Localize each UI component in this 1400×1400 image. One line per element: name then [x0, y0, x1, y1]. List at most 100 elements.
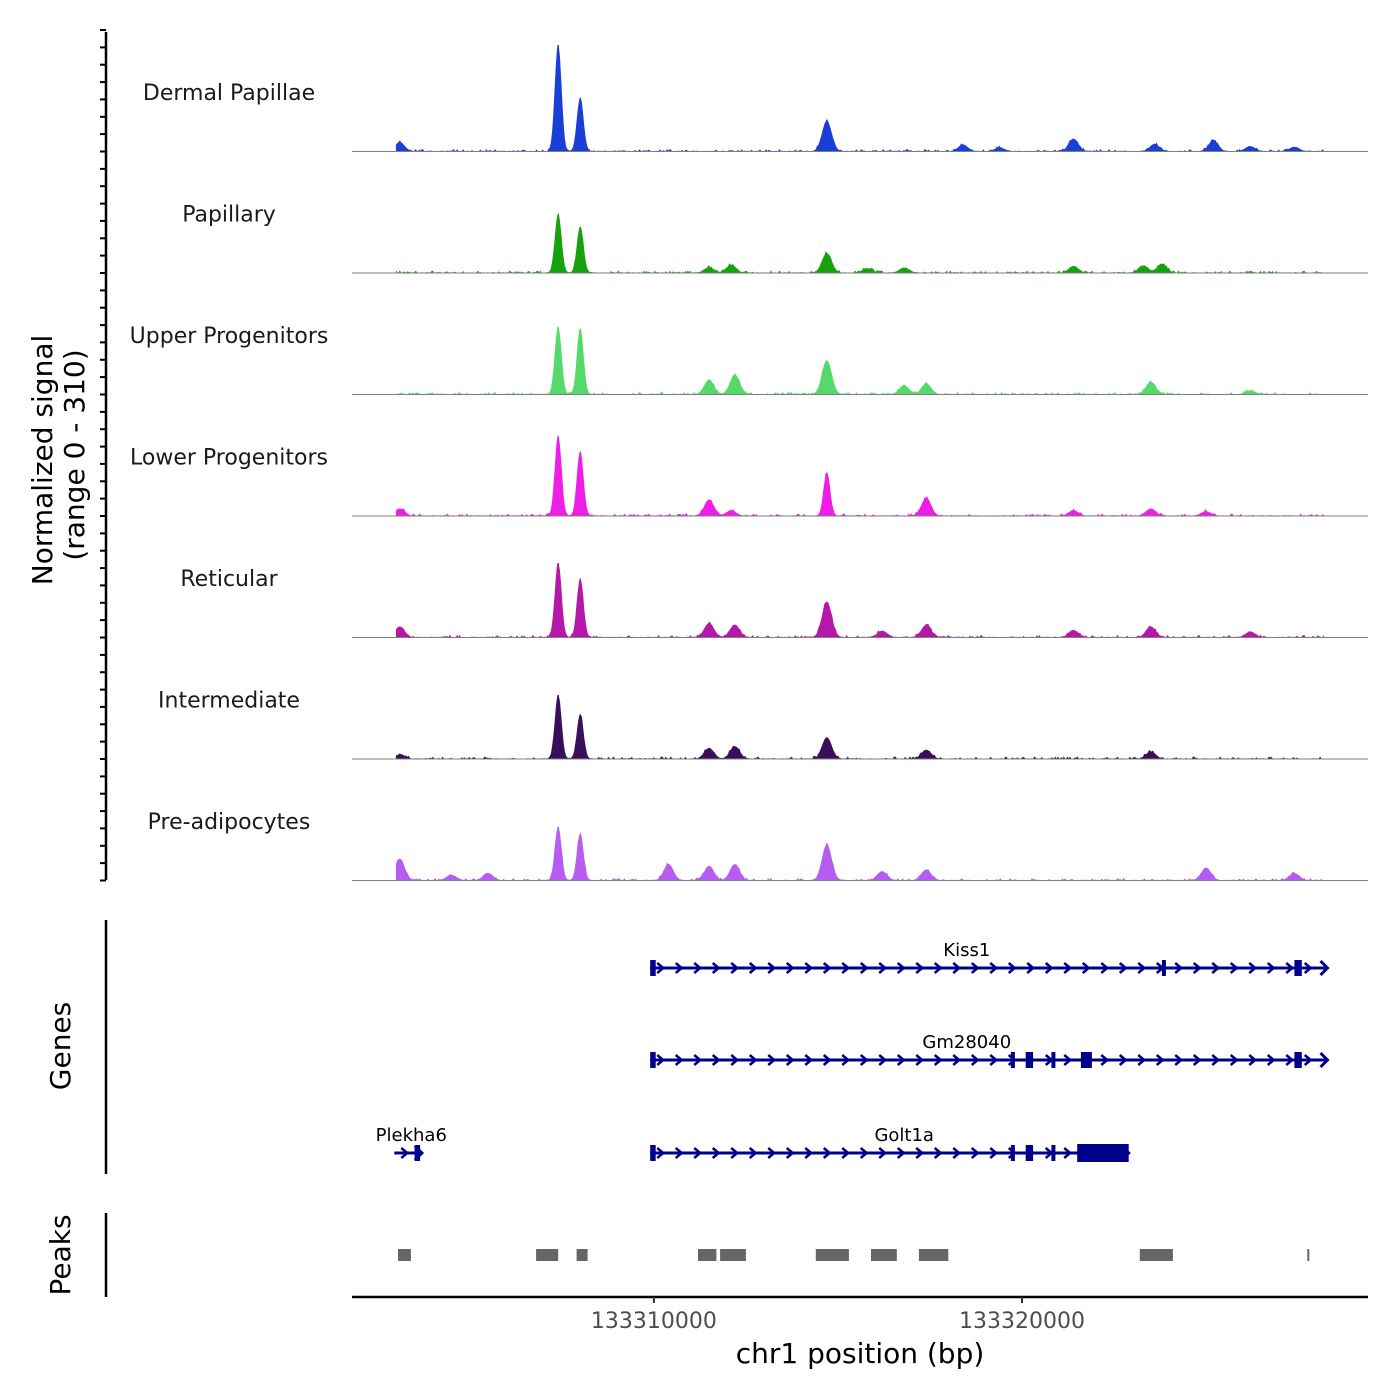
- gene-label: Golt1a: [874, 1125, 934, 1146]
- strand-chevron: [970, 1054, 980, 1066]
- signal-area: [395, 45, 1325, 152]
- strand-chevron: [952, 1147, 962, 1159]
- strand-chevron: [896, 1147, 906, 1159]
- strand-chevron: [400, 1147, 410, 1159]
- strand-chevron: [1081, 962, 1091, 974]
- peak-region: [1139, 1249, 1173, 1261]
- exon: [1010, 1145, 1015, 1161]
- strand-chevron: [1303, 962, 1313, 974]
- strand-arrow: [1319, 1051, 1330, 1069]
- strand-chevron: [859, 1147, 869, 1159]
- strand-chevron: [1100, 962, 1110, 974]
- strand-chevron: [1174, 962, 1184, 974]
- track-label: Reticular: [180, 567, 278, 592]
- strand-chevron: [915, 1054, 925, 1066]
- strand-chevron: [841, 1054, 851, 1066]
- strand-chevron: [1211, 1054, 1221, 1066]
- strand-chevron: [1100, 1054, 1110, 1066]
- strand-chevron: [730, 1054, 740, 1066]
- y-axis-range: (range 0 - 310): [58, 349, 91, 560]
- strand-chevron: [785, 1054, 795, 1066]
- strand-chevron: [822, 962, 832, 974]
- peak-region: [1307, 1249, 1310, 1261]
- peak-region: [698, 1249, 717, 1261]
- strand-chevron: [915, 1147, 925, 1159]
- track-label: Pre-adipocytes: [148, 810, 311, 835]
- strand-chevron: [767, 1147, 777, 1159]
- strand-chevron: [970, 1147, 980, 1159]
- strand-chevron: [1137, 1054, 1147, 1066]
- strand-chevron: [1266, 1054, 1276, 1066]
- gene-label: Plekha6: [376, 1125, 447, 1146]
- exon: [1161, 960, 1166, 976]
- strand-chevron: [1063, 1147, 1073, 1159]
- gene-gm28040: Gm28040: [650, 1032, 1330, 1069]
- strand-chevron: [1266, 962, 1276, 974]
- peak-region: [720, 1249, 746, 1261]
- track-label: Upper Progenitors: [130, 324, 329, 349]
- strand-chevron: [1063, 962, 1073, 974]
- strand-chevron: [1248, 962, 1258, 974]
- track-intermediate: Intermediate: [158, 689, 1368, 760]
- peaks-panel-label: Peaks: [44, 1214, 77, 1295]
- strand-chevron: [693, 962, 703, 974]
- track-pre-adipocytes: Pre-adipocytes: [148, 810, 1368, 882]
- strand-chevron: [1192, 1054, 1202, 1066]
- strand-chevron: [804, 1147, 814, 1159]
- strand-chevron: [933, 1147, 943, 1159]
- signal-area: [395, 326, 1325, 396]
- strand-chevron: [1211, 962, 1221, 974]
- strand-chevron: [878, 1147, 888, 1159]
- signal-tracks: Dermal Papillae Papillary Upper Progenitor…: [130, 45, 1368, 882]
- strand-chevron: [1192, 962, 1202, 974]
- x-axis-title: chr1 position (bp): [736, 1337, 985, 1370]
- exon: [1077, 1144, 1129, 1162]
- signal-area: [395, 435, 1325, 517]
- track-upper-progenitors: Upper Progenitors: [130, 324, 1368, 396]
- strand-chevron: [693, 1054, 703, 1066]
- strand-chevron: [1007, 962, 1017, 974]
- strand-chevron: [748, 1054, 758, 1066]
- track-label: Intermediate: [158, 689, 300, 714]
- exon: [650, 1052, 656, 1068]
- strand-chevron: [674, 1147, 684, 1159]
- exon: [1025, 1052, 1034, 1068]
- strand-chevron: [1248, 1054, 1258, 1066]
- strand-chevron: [804, 962, 814, 974]
- strand-chevron: [1285, 1054, 1295, 1066]
- strand-chevron: [952, 962, 962, 974]
- strand-chevron: [656, 962, 666, 974]
- gene-golt1a: Golt1a: [650, 1125, 1131, 1162]
- strand-chevron: [989, 1054, 999, 1066]
- signal-area: [395, 826, 1324, 882]
- strand-chevron: [878, 962, 888, 974]
- strand-chevron: [989, 962, 999, 974]
- peak-track: [398, 1249, 1310, 1261]
- strand-arrow: [1319, 959, 1330, 977]
- strand-chevron: [896, 962, 906, 974]
- strand-chevron: [693, 1147, 703, 1159]
- strand-chevron: [656, 1147, 666, 1159]
- gene-track: Kiss1 Gm28040 Golt1a Plekha6: [376, 940, 1330, 1162]
- track-lower-progenitors: Lower Progenitors: [130, 435, 1368, 517]
- strand-chevron: [767, 1054, 777, 1066]
- peak-region: [871, 1249, 897, 1261]
- strand-chevron: [711, 1054, 721, 1066]
- strand-chevron: [915, 962, 925, 974]
- strand-chevron: [767, 962, 777, 974]
- strand-chevron: [1044, 962, 1054, 974]
- x-tick-label: 133310000: [591, 1309, 717, 1334]
- exon: [650, 1145, 656, 1161]
- track-label: Papillary: [182, 203, 276, 228]
- strand-chevron: [1155, 1054, 1165, 1066]
- strand-chevron: [674, 1054, 684, 1066]
- track-reticular: Reticular: [180, 562, 1368, 639]
- exon: [1080, 1052, 1092, 1068]
- strand-chevron: [822, 1054, 832, 1066]
- strand-chevron: [730, 962, 740, 974]
- exon: [414, 1145, 421, 1161]
- gene-label: Kiss1: [943, 940, 990, 961]
- strand-chevron: [970, 962, 980, 974]
- strand-chevron: [1229, 1054, 1239, 1066]
